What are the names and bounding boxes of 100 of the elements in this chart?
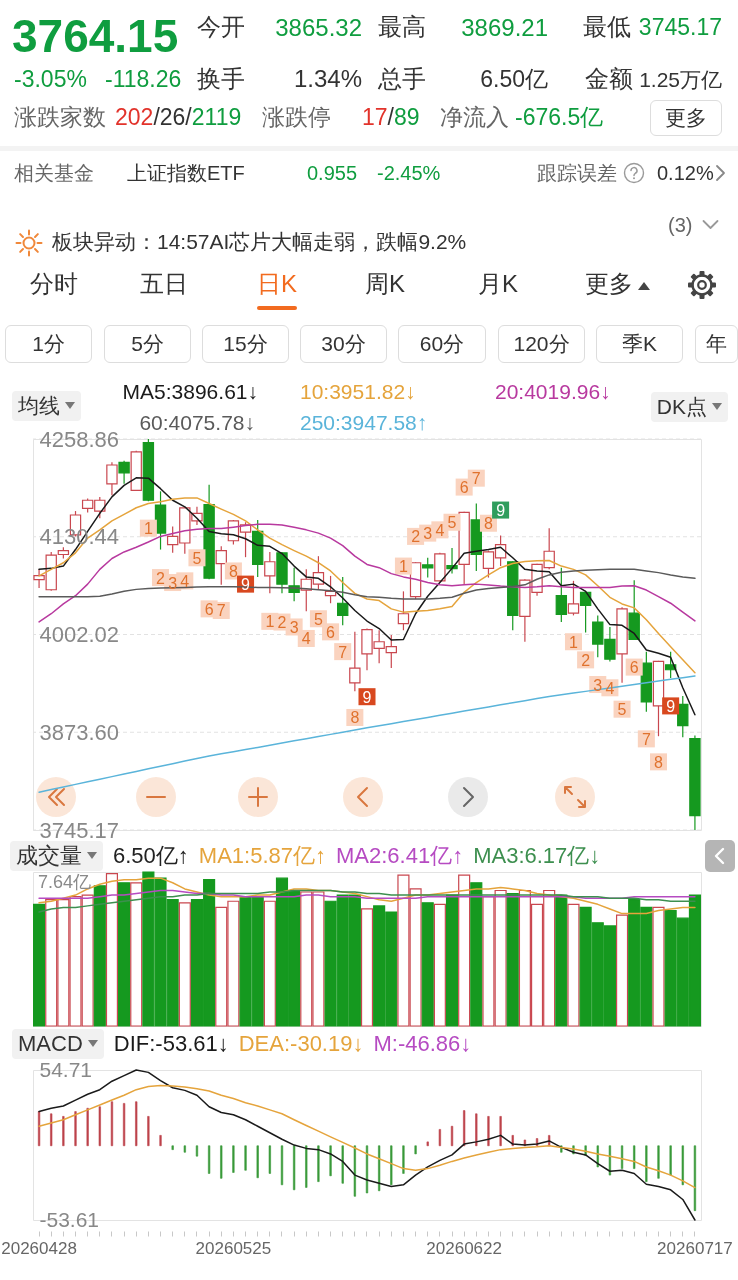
text: 60:4075.78↓ (139, 410, 255, 436)
text: 4 (180, 572, 190, 590)
text: 7 (338, 643, 348, 661)
text: 0.12% (657, 161, 714, 185)
series-label: 5 (617, 701, 627, 719)
text: -118.26 (105, 66, 182, 94)
text: 202 (115, 104, 154, 132)
text: 2 (581, 651, 591, 669)
series-label: 1 (265, 613, 275, 631)
dropdown: 均线 (12, 391, 81, 421)
text: 相关基金 (14, 161, 94, 185)
text: 净流入 (440, 104, 509, 132)
text: 1 (398, 558, 408, 576)
x-tick-label: 20260622 (426, 1238, 502, 1258)
y-tick-label: 4258.86 (39, 426, 120, 452)
text: 6.50亿↑ (113, 842, 189, 870)
series-label: 6 (459, 479, 469, 497)
series-label: 8 (228, 562, 238, 580)
text: -2.45% (377, 161, 441, 185)
text: -3.05% (14, 66, 87, 94)
text: 2 (411, 528, 421, 546)
series-label: MA3:6.17亿↓ (473, 842, 601, 870)
series-label: MA2:6.41亿↑ (336, 842, 464, 870)
text: 上证指数ETF (127, 161, 245, 185)
button: 60分 (398, 325, 486, 363)
text: 3764.15 (12, 9, 179, 64)
button: 5分 (104, 325, 191, 363)
text: -676.5亿 (515, 104, 604, 132)
text: 7 (471, 470, 481, 488)
text: 5 (447, 514, 457, 532)
text: 2119 (191, 104, 242, 132)
text: 17 (362, 104, 388, 132)
text: 日K (257, 270, 298, 299)
series-label: 7 (216, 602, 226, 620)
text: 1 (143, 520, 153, 538)
text: 1 (569, 633, 578, 651)
dropdown: MACD (12, 1029, 104, 1059)
text: 五日 (140, 270, 188, 299)
text: 3 (423, 525, 433, 543)
text: 涨跌停 (262, 104, 331, 132)
text: 6 (204, 600, 214, 618)
text: / (387, 104, 394, 132)
text: 金额 (585, 65, 633, 94)
text: 10:3951.82↓ (300, 379, 416, 405)
text: 跟踪误差 (537, 161, 617, 185)
text: 月K (478, 270, 519, 299)
series-label: 2 (156, 569, 166, 587)
y-tick-label: 54.71 (39, 1057, 93, 1081)
text: 0.955 (307, 161, 358, 185)
text: 6.50亿 (480, 66, 548, 94)
text: 9 (666, 697, 676, 715)
annotation: 7.64亿 (38, 872, 92, 894)
text: 最低 (583, 13, 631, 42)
text: M:-46.86↓ (373, 1031, 472, 1057)
button: 15分 (202, 325, 289, 363)
y-tick-label: -53.61 (39, 1207, 100, 1231)
text: 250:3947.58↑ (300, 410, 428, 436)
text: 涨跌家数 (14, 104, 106, 132)
text: 8 (484, 515, 493, 533)
text: 5 (192, 549, 202, 567)
text: 换手 (197, 65, 245, 94)
text: 8 (350, 709, 360, 727)
text: 3869.21 (461, 14, 548, 43)
text: 分时 (30, 270, 78, 299)
text: 89 (393, 104, 420, 132)
text: 今开 (197, 13, 245, 42)
text: 4 (301, 630, 311, 648)
text: 总手 (378, 65, 426, 94)
text: 板块异动：14:57AI芯片大幅走弱，跌幅9.2% (52, 229, 467, 255)
series-label: MA1:5.87亿↑ (198, 842, 326, 870)
text: 3 (289, 618, 299, 636)
button: 1分 (5, 325, 92, 363)
text: 6 (326, 623, 336, 641)
legend-title: 均线 (18, 393, 60, 419)
series-label: 9 (496, 502, 506, 520)
text: /26/ (153, 104, 192, 132)
y-tick-label: 3873.60 (39, 719, 120, 745)
button: 30分 (300, 325, 387, 363)
button: 更多 (650, 100, 722, 136)
text: 7 (641, 730, 651, 748)
series-label: DEA:-30.19↓ (238, 1031, 364, 1057)
button: 120分 (498, 325, 585, 363)
text: 1.34% (293, 65, 362, 94)
text: 20:4019.96↓ (495, 379, 611, 405)
x-tick-label: 20260717 (657, 1238, 733, 1258)
text: 6 (629, 659, 639, 677)
y-tick-label: 3745.17 (39, 817, 120, 843)
text: 3865.32 (275, 14, 362, 43)
text: (3) (668, 213, 693, 237)
text: 2 (277, 614, 287, 632)
legend-title: 成交量 (16, 842, 82, 870)
x-tick-label: 20260428 (1, 1238, 77, 1258)
button: 季K (596, 325, 683, 363)
dropdown: DK点 (650, 392, 728, 422)
text: 3745.17 (638, 14, 722, 42)
series-label: DIF:-53.61↓ (113, 1031, 229, 1057)
y-tick-label: 4002.02 (39, 622, 120, 647)
x-tick-label: 20260525 (195, 1238, 272, 1258)
text: 更多 (585, 270, 633, 299)
text: 5 (313, 610, 323, 628)
